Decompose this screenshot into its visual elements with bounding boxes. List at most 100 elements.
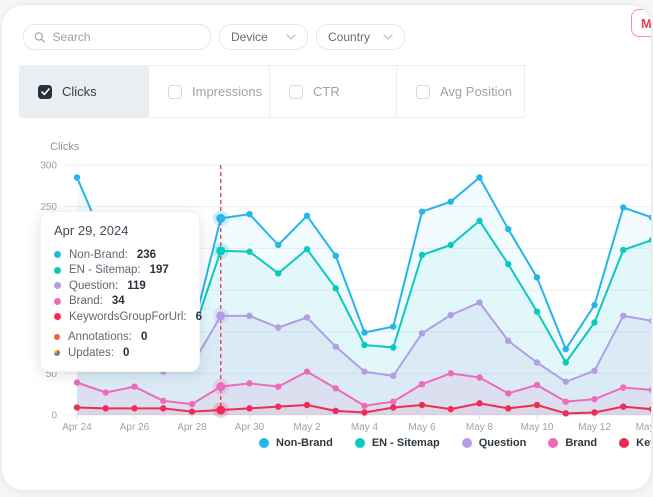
tab-clicks[interactable]: Clicks — [19, 65, 149, 118]
data-point[interactable] — [533, 381, 541, 389]
data-point[interactable] — [390, 323, 397, 330]
data-point[interactable] — [216, 213, 226, 223]
clicks-checkbox[interactable] — [38, 84, 52, 99]
data-point[interactable] — [390, 404, 397, 411]
tab-ctr[interactable]: CTR — [270, 65, 397, 118]
data-point[interactable] — [216, 405, 226, 415]
data-point[interactable] — [303, 368, 311, 375]
data-point[interactable] — [246, 312, 253, 320]
data-point[interactable] — [332, 343, 339, 350]
data-point[interactable] — [418, 380, 426, 388]
data-point[interactable] — [246, 248, 253, 255]
data-point[interactable] — [73, 379, 81, 386]
data-point[interactable] — [361, 402, 368, 410]
data-point[interactable] — [648, 317, 652, 324]
data-point[interactable] — [591, 301, 598, 309]
data-point[interactable] — [418, 330, 426, 337]
legend-item-en-sitemap[interactable]: EN - Sitemap — [354, 437, 440, 449]
data-point[interactable] — [533, 274, 541, 281]
data-point[interactable] — [620, 204, 627, 211]
data-point[interactable] — [476, 299, 483, 306]
legend-item-question[interactable]: Question — [461, 437, 526, 449]
data-point[interactable] — [476, 217, 483, 225]
data-point[interactable] — [505, 405, 512, 412]
data-point[interactable] — [533, 401, 541, 409]
data-point[interactable] — [102, 389, 109, 396]
search-box[interactable] — [23, 24, 211, 50]
data-point[interactable] — [620, 384, 627, 391]
data-point[interactable] — [476, 374, 483, 381]
data-point[interactable] — [275, 270, 282, 277]
data-point[interactable] — [591, 395, 598, 403]
data-point[interactable] — [188, 408, 196, 415]
data-point[interactable] — [447, 311, 454, 319]
data-point[interactable] — [361, 409, 368, 416]
data-point[interactable] — [246, 210, 253, 218]
device-select[interactable]: Device — [219, 24, 308, 50]
data-point[interactable] — [332, 385, 339, 392]
data-point[interactable] — [476, 400, 483, 407]
data-point[interactable] — [505, 337, 512, 345]
data-point[interactable] — [246, 380, 253, 387]
data-point[interactable] — [73, 174, 81, 181]
data-point[interactable] — [505, 225, 512, 233]
data-point[interactable] — [361, 341, 368, 349]
country-select[interactable]: Country — [316, 24, 405, 50]
data-point[interactable] — [591, 409, 598, 416]
data-point[interactable] — [418, 208, 426, 215]
data-point[interactable] — [160, 397, 167, 405]
data-point[interactable] — [216, 382, 226, 392]
data-point[interactable] — [591, 319, 598, 326]
ctr-checkbox[interactable] — [289, 84, 303, 99]
data-point[interactable] — [361, 329, 368, 336]
data-point[interactable] — [390, 398, 397, 405]
data-point[interactable] — [620, 246, 627, 254]
data-point[interactable] — [216, 246, 226, 256]
tab-impressions[interactable]: Impressions — [149, 65, 270, 118]
data-point[interactable] — [390, 372, 397, 380]
data-point[interactable] — [131, 405, 138, 412]
data-point[interactable] — [131, 383, 138, 390]
legend-item-brand[interactable]: Brand — [548, 437, 597, 449]
data-point[interactable] — [648, 386, 652, 394]
data-point[interactable] — [620, 312, 627, 320]
avg-position-checkbox[interactable] — [416, 84, 430, 99]
legend-item-non-brand[interactable]: Non-Brand — [259, 437, 333, 449]
data-point[interactable] — [533, 308, 541, 315]
data-point[interactable] — [102, 405, 109, 412]
data-point[interactable] — [303, 212, 311, 220]
data-point[interactable] — [275, 383, 282, 390]
data-point[interactable] — [562, 378, 569, 385]
data-point[interactable] — [562, 410, 569, 417]
data-point[interactable] — [447, 370, 454, 377]
data-point[interactable] — [648, 236, 652, 244]
data-point[interactable] — [505, 260, 512, 268]
data-point[interactable] — [303, 245, 311, 253]
data-point[interactable] — [418, 251, 426, 259]
data-point[interactable] — [505, 390, 512, 397]
data-point[interactable] — [648, 406, 652, 413]
data-point[interactable] — [332, 252, 339, 260]
search-input[interactable] — [52, 30, 200, 44]
data-point[interactable] — [418, 401, 426, 409]
data-point[interactable] — [275, 324, 282, 331]
data-point[interactable] — [332, 407, 339, 415]
data-point[interactable] — [562, 398, 569, 405]
menu-button[interactable]: M — [631, 9, 651, 37]
data-point[interactable] — [476, 174, 483, 181]
data-point[interactable] — [390, 344, 397, 351]
data-point[interactable] — [188, 400, 196, 408]
data-point[interactable] — [275, 241, 282, 249]
data-point[interactable] — [303, 314, 311, 321]
data-point[interactable] — [620, 403, 627, 410]
data-point[interactable] — [447, 405, 454, 413]
data-point[interactable] — [361, 368, 368, 375]
data-point[interactable] — [246, 405, 253, 412]
data-point[interactable] — [160, 405, 167, 412]
data-point[interactable] — [562, 359, 569, 366]
data-point[interactable] — [447, 241, 454, 249]
data-point[interactable] — [275, 403, 282, 410]
data-point[interactable] — [303, 401, 311, 409]
data-point[interactable] — [648, 214, 652, 221]
data-point[interactable] — [562, 345, 569, 353]
